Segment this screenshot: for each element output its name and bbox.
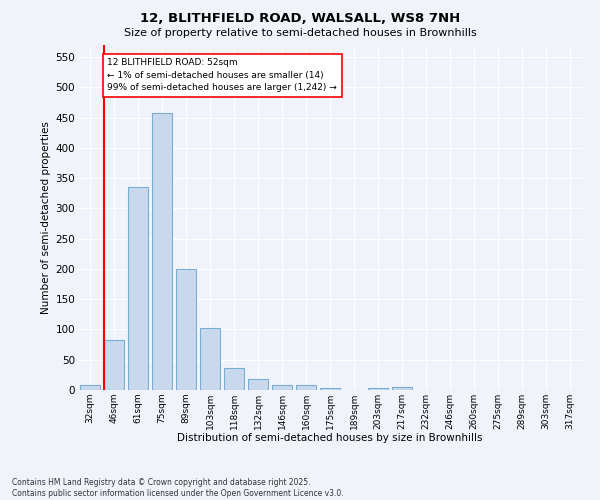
Bar [296, 385, 316, 390]
Text: Size of property relative to semi-detached houses in Brownhills: Size of property relative to semi-detach… [124, 28, 476, 38]
Bar [104, 340, 124, 390]
Bar [320, 388, 340, 390]
X-axis label: Distribution of semi-detached houses by size in Brownhills: Distribution of semi-detached houses by … [177, 434, 483, 444]
Text: Contains HM Land Registry data © Crown copyright and database right 2025.
Contai: Contains HM Land Registry data © Crown c… [12, 478, 344, 498]
Bar [176, 269, 196, 390]
Y-axis label: Number of semi-detached properties: Number of semi-detached properties [41, 121, 52, 314]
Text: 12 BLITHFIELD ROAD: 52sqm
← 1% of semi-detached houses are smaller (14)
99% of s: 12 BLITHFIELD ROAD: 52sqm ← 1% of semi-d… [107, 58, 337, 92]
Bar [272, 385, 292, 390]
Bar [80, 385, 100, 390]
Bar [224, 368, 244, 390]
Text: 12, BLITHFIELD ROAD, WALSALL, WS8 7NH: 12, BLITHFIELD ROAD, WALSALL, WS8 7NH [140, 12, 460, 26]
Bar [152, 113, 172, 390]
Bar [128, 187, 148, 390]
Bar [368, 388, 388, 390]
Bar [248, 378, 268, 390]
Bar [392, 387, 412, 390]
Bar [200, 328, 220, 390]
